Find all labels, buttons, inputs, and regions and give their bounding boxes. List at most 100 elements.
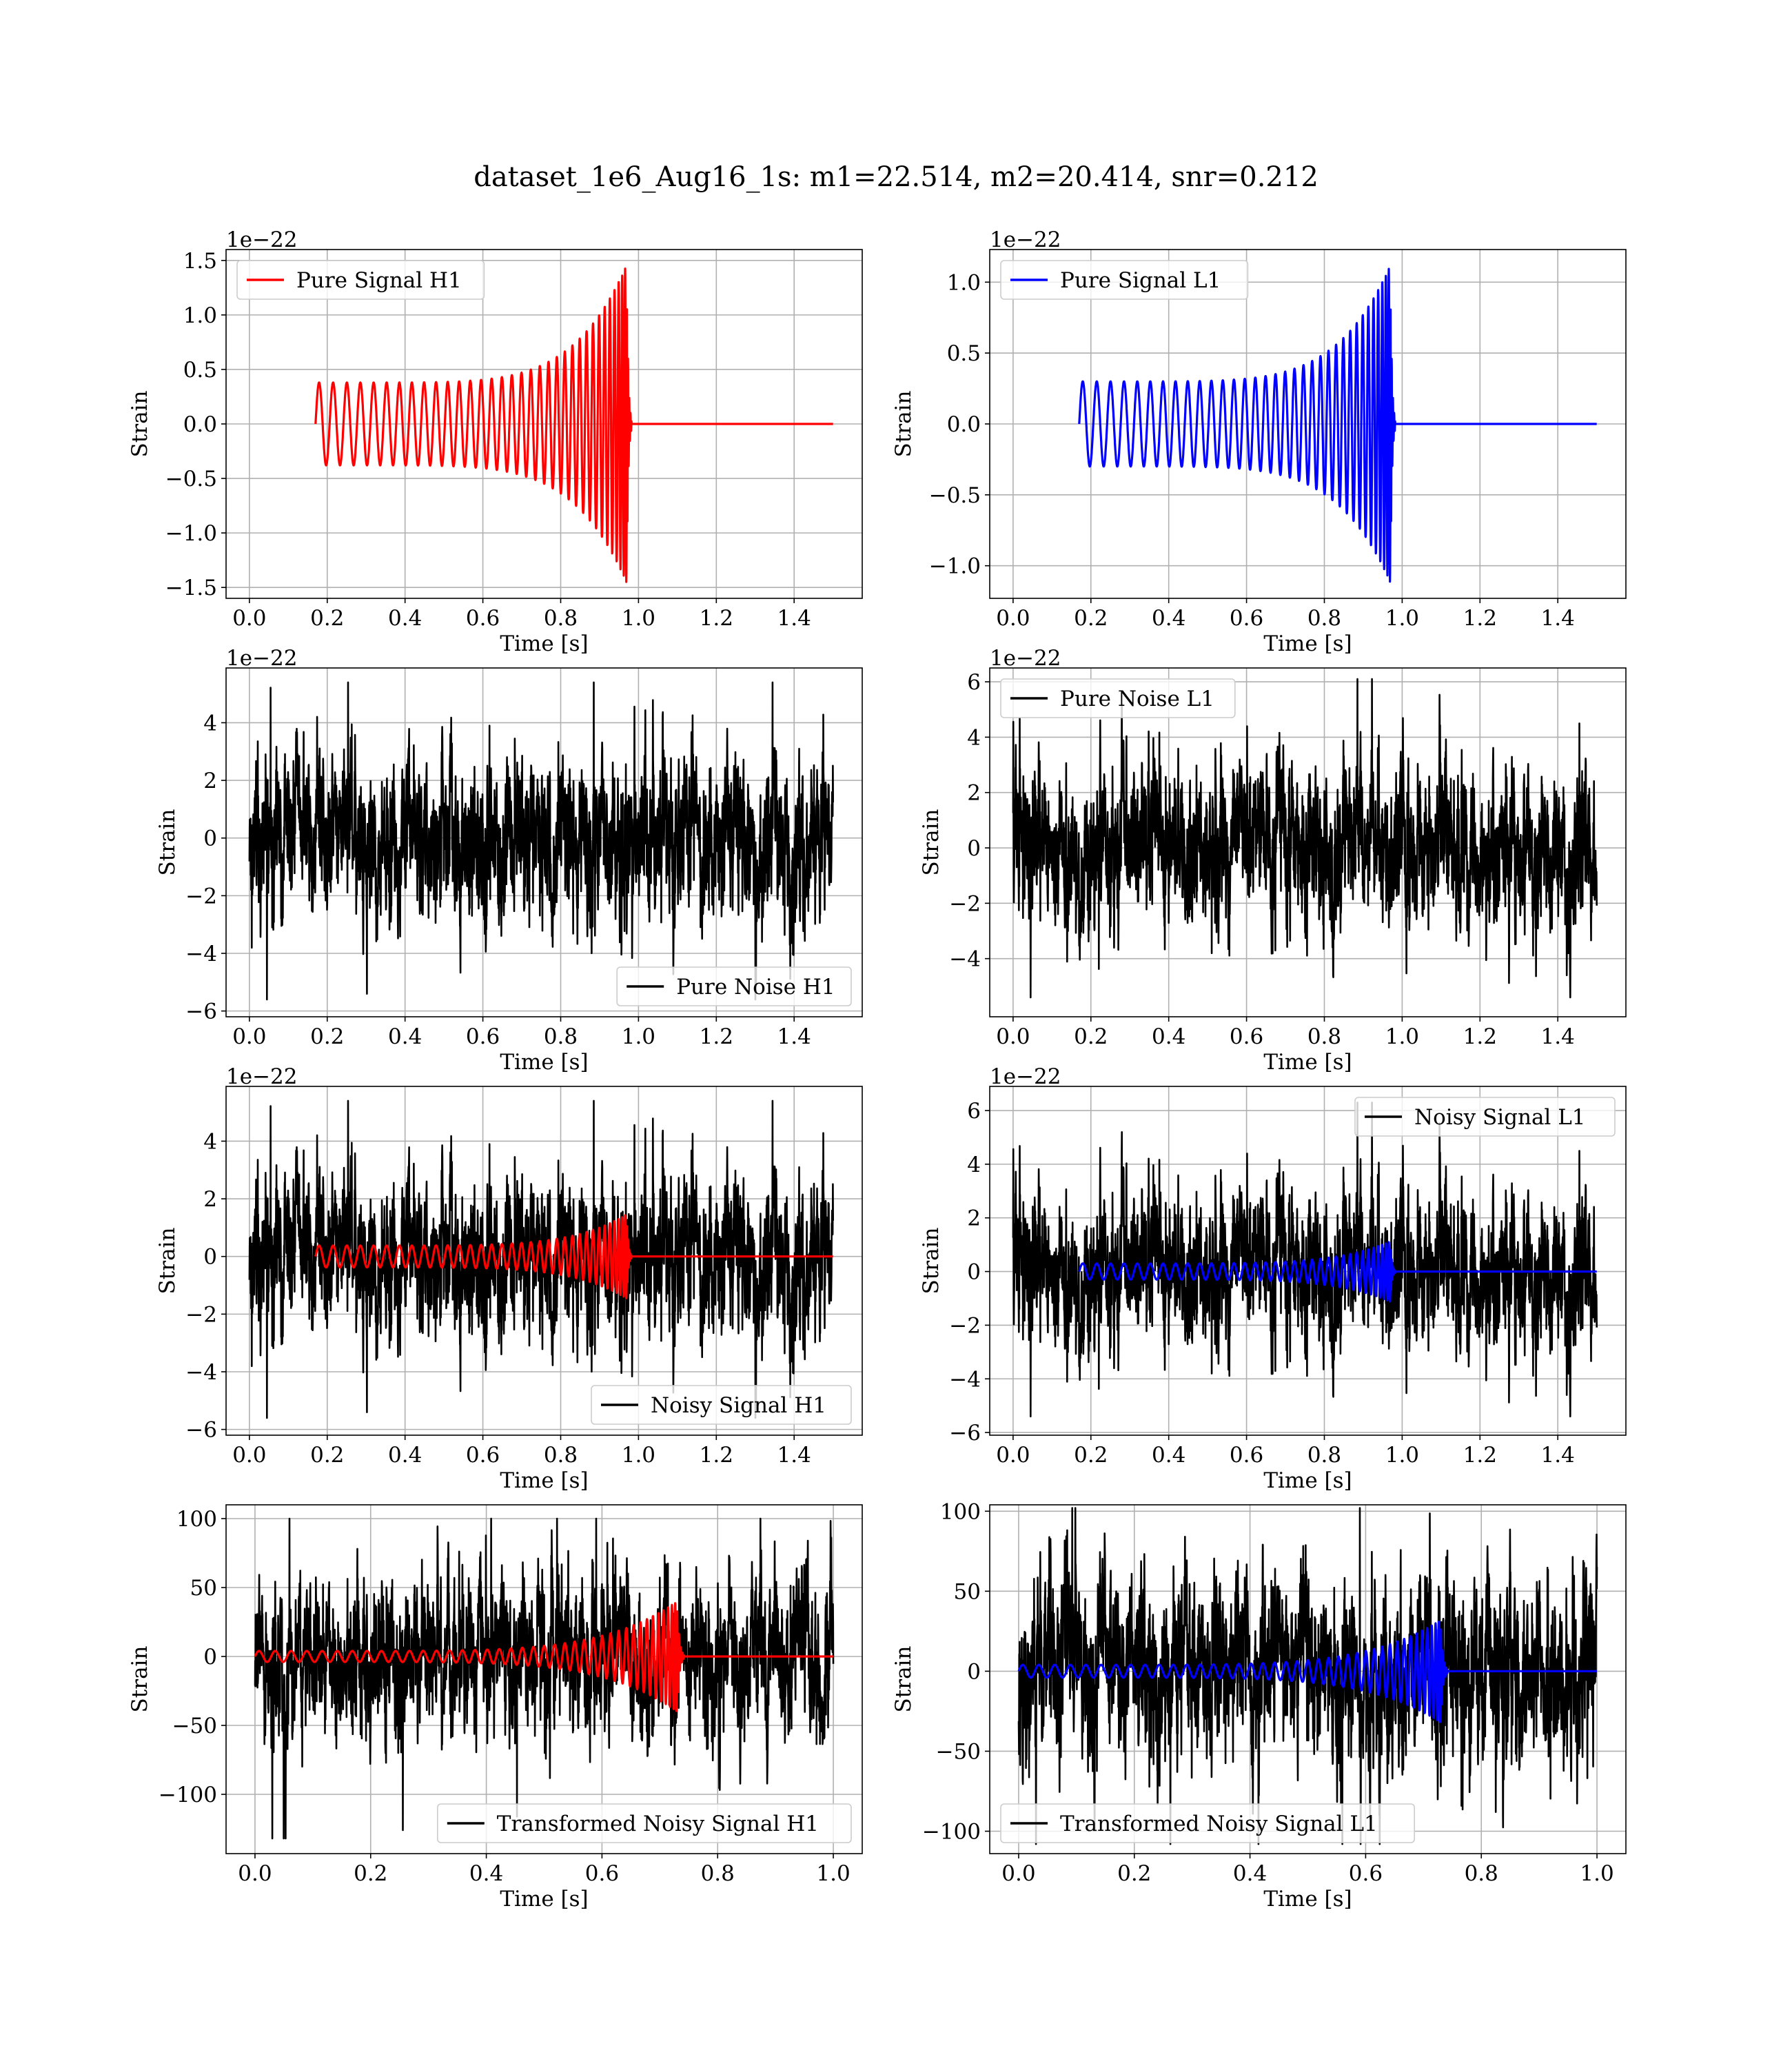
x-tick-label-7: 1.4 <box>777 1024 811 1049</box>
legend-box <box>1000 678 1236 718</box>
axes-frame <box>989 1086 1627 1436</box>
x-tick-label-3: 0.6 <box>466 1024 500 1049</box>
x-axis-label: Time [s] <box>1263 1050 1352 1075</box>
legend-box <box>236 260 485 300</box>
y-axis-label: Strain <box>919 1228 944 1295</box>
x-tick-label-4: 0.8 <box>1307 606 1341 631</box>
series-group <box>248 681 834 1001</box>
y-tick-label-6: 1.5 <box>183 249 217 274</box>
y-axis-label: Strain <box>891 391 916 458</box>
y-tick-label-0: −6 <box>949 1421 981 1446</box>
x-tick-label-1: 0.2 <box>1074 1443 1108 1468</box>
x-tick-label-2: 0.4 <box>388 606 422 631</box>
x-tick-label-0: 0.0 <box>996 606 1030 631</box>
x-tick-label-0: 0.0 <box>996 1024 1030 1049</box>
y-tick-label-3: 0 <box>967 1260 981 1285</box>
grid <box>990 250 1626 598</box>
x-tick-label-1: 0.2 <box>1074 606 1108 631</box>
subplot-pure-signal-l1: 0.0 0.2 0.4 0.6 0.8 1.0 1.2 1.4 −1.0 −0.5 0.0 0.5 1.… <box>891 227 1627 656</box>
y-tick-label-0: −1.5 <box>165 576 217 600</box>
series-group <box>1012 678 1598 999</box>
y-tick-label-1: −50 <box>936 1739 981 1764</box>
y-tick-label-5: 1.0 <box>183 303 217 328</box>
x-tick-label-5: 1.0 <box>1385 1024 1419 1049</box>
y-offset-text: 1e−22 <box>990 227 1061 252</box>
y-tick-label-6: 6 <box>967 1099 981 1124</box>
legend: Pure Noise H1 <box>616 966 852 1006</box>
x-tick-label-2: 0.4 <box>388 1443 422 1468</box>
x-axis-label: Time [s] <box>500 631 588 656</box>
legend-label: Noisy Signal H1 <box>651 1393 826 1418</box>
legend-box <box>1000 260 1249 300</box>
y-tick-label-0: −6 <box>185 1418 217 1443</box>
subplot-grid: 0.0 0.2 0.4 0.6 0.8 1.0 1.2 1.4−1.5−1.0−0.50.00… <box>128 227 1627 1912</box>
y-tick-label-4: 0.5 <box>183 358 217 383</box>
x-tick-label-2: 0.4 <box>1152 1443 1185 1468</box>
y-tick-label-0: −4 <box>949 947 981 972</box>
subplot-transformed-noisy-signal-h1: 0.0 0.2 0.4 0.6 0.8 1.0 −100 −50 0 50 100 Time [s] S… <box>128 1504 863 1912</box>
legend-label: Noisy Signal L1 <box>1414 1105 1586 1130</box>
subplot-noisy-signal-l1: 0.0 0.2 0.4 0.6 0.8 1.0 1.2 1.4 −6 −4 −2 0 2 4 6 1e−22 T… <box>919 1064 1627 1493</box>
x-tick-label-0: 0.0 <box>232 1024 266 1049</box>
x-tick-label-5: 1.0 <box>1385 606 1419 631</box>
x-tick-label-4: 0.8 <box>1465 1861 1498 1886</box>
x-axis-label: Time [s] <box>500 1468 588 1493</box>
series-line-chirp-1 <box>254 1602 835 1712</box>
x-tick-label-3: 0.6 <box>585 1861 619 1886</box>
x-tick-label-0: 0.0 <box>996 1443 1030 1468</box>
y-offset-text: 1e−22 <box>226 1064 298 1089</box>
series-line-chirp-0 <box>314 267 835 583</box>
x-tick-label-5: 1.0 <box>1385 1443 1419 1468</box>
series-group <box>1078 267 1598 583</box>
x-tick-label-5: 1.0 <box>1580 1861 1613 1886</box>
legend-label: Transformed Noisy Signal L1 <box>1060 1812 1378 1836</box>
x-tick-label-7: 1.4 <box>1541 1024 1575 1049</box>
axes-frame <box>225 667 863 1017</box>
x-tick-label-1: 0.2 <box>1117 1861 1151 1886</box>
legend: Pure Signal H1 <box>236 260 485 300</box>
x-tick-label-3: 0.6 <box>466 606 500 631</box>
y-tick-label-1: −4 <box>185 1360 217 1385</box>
x-tick-label-6: 1.2 <box>1463 1443 1497 1468</box>
y-tick-label-4: 2 <box>203 1187 217 1212</box>
series-line-chirp-0 <box>1078 267 1598 583</box>
series-line-chirp-1 <box>1078 1241 1598 1303</box>
legend-box <box>1354 1097 1616 1137</box>
x-tick-label-4: 0.8 <box>544 1443 578 1468</box>
series-line-chirp-1 <box>314 1214 835 1299</box>
x-axis-label: Time [s] <box>1263 1887 1352 1912</box>
y-axis-label: Strain <box>128 1646 152 1713</box>
y-offset-text: 1e−22 <box>990 646 1061 671</box>
x-tick-label-6: 1.2 <box>1463 1024 1497 1049</box>
y-tick-label-3: 0.0 <box>183 412 217 437</box>
x-tick-label-3: 0.6 <box>1230 1024 1263 1049</box>
legend-box <box>616 966 852 1006</box>
y-tick-label-4: 1.0 <box>947 270 981 295</box>
x-tick-label-1: 0.2 <box>1074 1024 1108 1049</box>
y-tick-label-4: 2 <box>967 1206 981 1231</box>
axes-frame <box>225 1086 863 1436</box>
y-tick-label-3: 50 <box>954 1579 981 1604</box>
x-tick-label-4: 0.8 <box>701 1861 735 1886</box>
series-line-chirp-1 <box>1017 1621 1598 1723</box>
y-axis-label: Strain <box>128 391 152 458</box>
y-axis-label: Strain <box>155 1228 180 1295</box>
y-tick-label-1: −1.0 <box>165 521 217 546</box>
y-tick-label-4: 4 <box>967 725 981 750</box>
subplot-transformed-noisy-signal-l1: 0.0 0.2 0.4 0.6 0.8 1.0 −100 −50 0 50 100 Time [s] S… <box>891 1499 1627 1912</box>
y-offset-text: 1e−22 <box>226 227 298 252</box>
x-tick-label-3: 0.6 <box>1349 1861 1383 1886</box>
y-tick-label-4: 100 <box>940 1499 981 1524</box>
y-tick-label-4: 2 <box>203 769 217 793</box>
legend-box <box>591 1385 852 1425</box>
x-tick-label-5: 1.0 <box>816 1861 850 1886</box>
x-tick-label-2: 0.4 <box>1233 1861 1267 1886</box>
subplot-pure-noise-h1: 0.0 0.2 0.4 0.6 0.8 1.0 1.2 1.4 −6 −4 −2 0 2 4 1e−22 Ti… <box>155 646 863 1075</box>
legend-box <box>436 1803 852 1843</box>
legend-box <box>1000 1803 1416 1843</box>
x-tick-label-1: 0.2 <box>310 1024 344 1049</box>
series-line-noise-0 <box>1012 1102 1598 1418</box>
y-offset-text: 1e−22 <box>990 1064 1061 1089</box>
series-group <box>314 267 835 583</box>
series-line-noise-0 <box>248 681 834 1001</box>
